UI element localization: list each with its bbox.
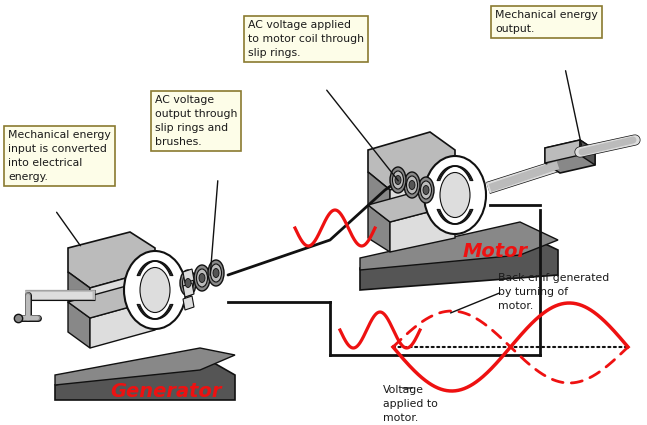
Polygon shape (390, 205, 455, 252)
Polygon shape (55, 355, 235, 400)
Ellipse shape (194, 265, 210, 291)
Polygon shape (183, 296, 194, 310)
Text: Generator: Generator (110, 382, 221, 401)
Text: Voltage
applied to
motor.: Voltage applied to motor. (383, 385, 438, 423)
Text: Motor: Motor (463, 242, 528, 261)
Polygon shape (183, 269, 194, 283)
Ellipse shape (423, 185, 429, 195)
Text: Mechanical energy
input is converted
into electrical
energy.: Mechanical energy input is converted int… (8, 130, 111, 182)
Ellipse shape (213, 269, 219, 278)
Text: AC voltage
output through
slip rings and
brushes.: AC voltage output through slip rings and… (155, 95, 237, 147)
Ellipse shape (404, 172, 420, 198)
Polygon shape (55, 348, 235, 385)
Ellipse shape (140, 267, 170, 312)
Ellipse shape (197, 269, 208, 287)
Ellipse shape (180, 270, 196, 296)
Polygon shape (368, 188, 455, 222)
Polygon shape (68, 272, 90, 318)
Polygon shape (68, 285, 155, 318)
Polygon shape (390, 172, 455, 222)
Polygon shape (368, 172, 390, 222)
Polygon shape (545, 140, 580, 163)
Polygon shape (68, 232, 155, 288)
Ellipse shape (185, 278, 191, 287)
Polygon shape (545, 140, 595, 173)
Ellipse shape (424, 156, 486, 234)
Ellipse shape (210, 264, 221, 282)
Text: AC voltage applied
to motor coil through
slip rings.: AC voltage applied to motor coil through… (248, 20, 364, 58)
Polygon shape (183, 283, 194, 297)
Ellipse shape (393, 171, 404, 189)
Ellipse shape (124, 251, 186, 329)
Polygon shape (90, 300, 155, 348)
Ellipse shape (418, 177, 434, 203)
Polygon shape (360, 232, 558, 290)
Polygon shape (360, 222, 558, 270)
Polygon shape (368, 132, 455, 190)
Text: Mechanical energy
output.: Mechanical energy output. (495, 10, 598, 34)
Ellipse shape (182, 274, 193, 292)
Ellipse shape (406, 176, 417, 194)
Ellipse shape (409, 181, 415, 190)
Polygon shape (68, 302, 90, 348)
Polygon shape (90, 270, 155, 318)
Ellipse shape (208, 260, 224, 286)
Ellipse shape (199, 274, 205, 283)
Ellipse shape (440, 173, 470, 218)
Ellipse shape (390, 167, 406, 193)
Polygon shape (580, 140, 595, 165)
Ellipse shape (421, 181, 432, 199)
Ellipse shape (395, 176, 401, 184)
Text: Back emf generated
by turning of
motor.: Back emf generated by turning of motor. (498, 273, 609, 311)
Polygon shape (368, 205, 390, 252)
